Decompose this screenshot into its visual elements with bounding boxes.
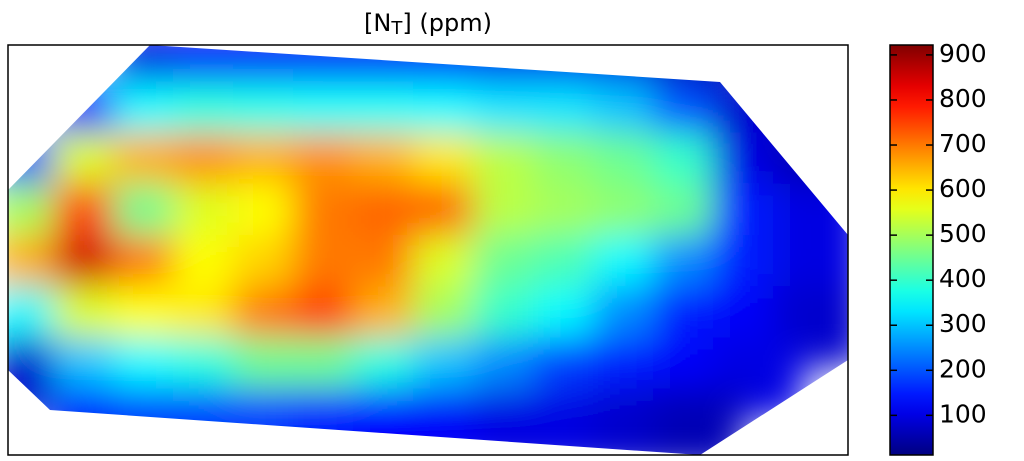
colorbar-tick-label: 400: [939, 264, 987, 293]
colorbar-tick-label: 700: [939, 129, 987, 158]
colorbar-tick-label: 500: [939, 219, 987, 248]
colorbar-tick-label: 200: [939, 354, 987, 383]
colorbar-tick-label: 800: [939, 84, 987, 113]
plot-frame: [7, 44, 849, 456]
colorbar-tick-label: 100: [939, 399, 987, 428]
colorbar-tick-label: 300: [939, 309, 987, 338]
chart-title: [NT] (ppm): [364, 9, 492, 39]
heat-cell: [653, 388, 743, 455]
title-part: ] (ppm): [402, 9, 492, 37]
title-part: T: [390, 18, 403, 39]
colorbar-tick-label: 900: [939, 39, 987, 68]
heatmap: [8, 45, 848, 455]
colorbar-tick-label: 600: [939, 174, 987, 203]
colorbar: [889, 44, 934, 456]
title-part: [N: [364, 9, 391, 37]
